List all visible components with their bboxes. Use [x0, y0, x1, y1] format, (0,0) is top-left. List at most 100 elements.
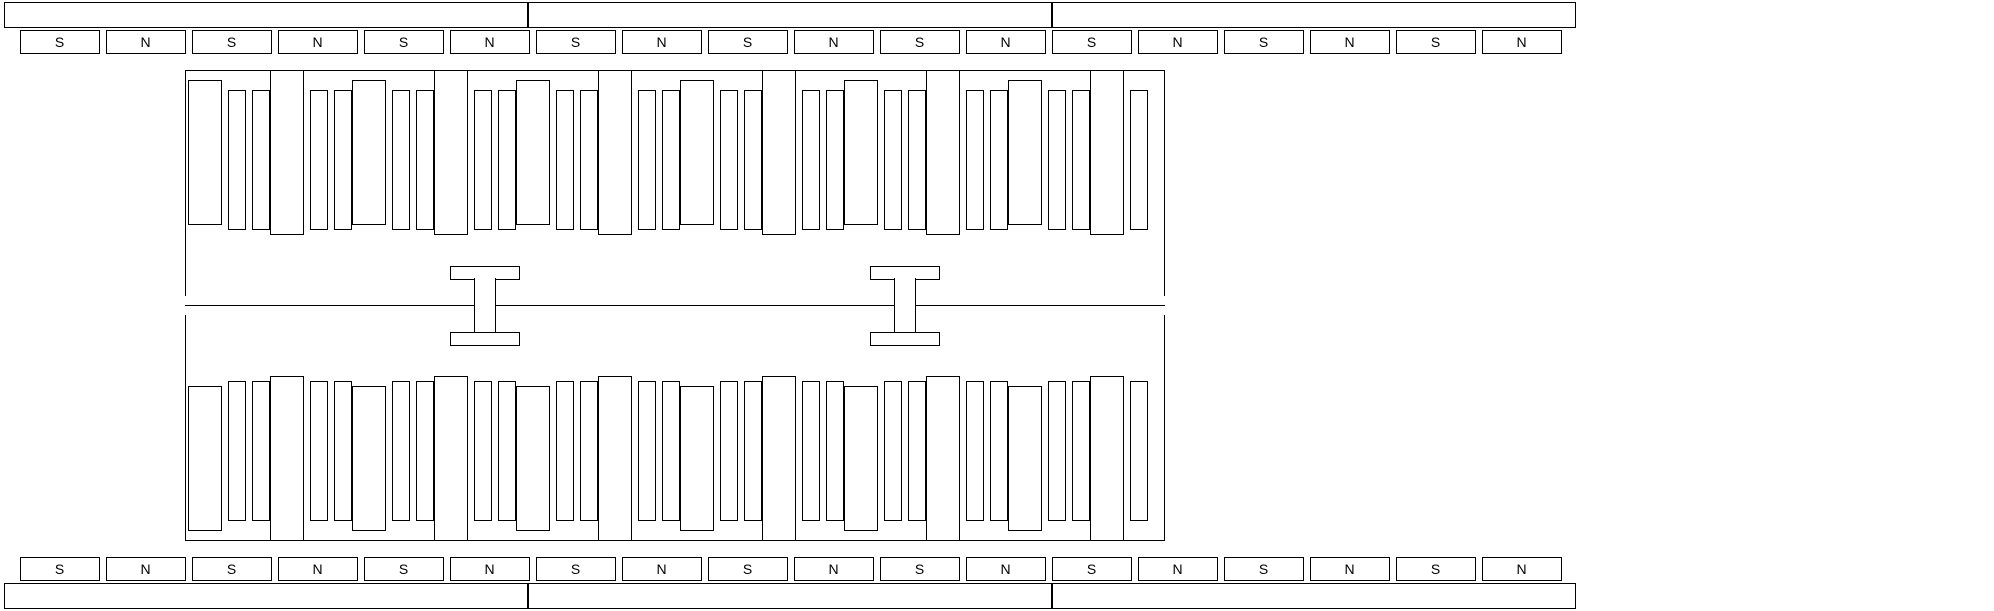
stator-tooth	[844, 80, 878, 225]
stator-slot	[474, 90, 492, 230]
stator-slot	[744, 90, 762, 230]
stator-tooth	[1008, 80, 1042, 225]
top-bar-seg-1	[4, 2, 528, 28]
magnet-cell: S	[192, 30, 272, 54]
stator-tooth	[1090, 70, 1124, 235]
magnet-label: N	[1344, 34, 1355, 50]
magnet-label: N	[1000, 34, 1011, 50]
stator-tooth	[926, 376, 960, 541]
magnet-cell: N	[278, 30, 358, 54]
magnet-cell: S	[708, 557, 788, 581]
bottom-magnet-row: S N S N S N S N S N S N S N S N S N	[20, 557, 1562, 581]
stator-tooth	[188, 386, 222, 531]
magnet-cell: N	[106, 30, 186, 54]
magnet-cell: S	[1052, 557, 1132, 581]
top-magnet-row: S N S N S N S N S N S N S N S N S N	[20, 30, 1562, 54]
stator-tooth	[598, 376, 632, 541]
stator-slot	[908, 381, 926, 521]
stator-tooth	[844, 386, 878, 531]
stator-slot	[662, 381, 680, 521]
magnet-cell: N	[1482, 30, 1562, 54]
magnet-label: N	[1172, 561, 1183, 577]
stator-slot	[1130, 90, 1148, 230]
magnet-label: N	[1000, 561, 1011, 577]
stator-slot	[638, 381, 656, 521]
magnet-cell: S	[364, 30, 444, 54]
magnet-cell: N	[450, 30, 530, 54]
stator-slot	[392, 90, 410, 230]
ibeam-connector	[870, 266, 940, 346]
magnet-label: S	[1087, 561, 1097, 577]
magnet-label: S	[399, 561, 409, 577]
magnet-cell: S	[20, 30, 100, 54]
magnet-label: S	[1431, 34, 1441, 50]
magnet-cell: N	[1138, 30, 1218, 54]
magnet-cell: N	[966, 557, 1046, 581]
magnet-cell: N	[622, 30, 702, 54]
top-bar-seg-3	[1052, 2, 1576, 28]
magnet-label: S	[1431, 561, 1441, 577]
ibeam-flange-bot	[450, 332, 520, 346]
magnet-cell: S	[1052, 30, 1132, 54]
stator-slot	[580, 90, 598, 230]
stator-tooth	[270, 70, 304, 235]
stator-slot	[826, 381, 844, 521]
magnet-label: S	[915, 561, 925, 577]
magnet-label: N	[484, 34, 495, 50]
stator-tooth	[352, 386, 386, 531]
stator-slot	[252, 90, 270, 230]
stator-slot	[416, 381, 434, 521]
magnet-cell: S	[1224, 30, 1304, 54]
magnet-label: N	[828, 561, 839, 577]
magnet-cell: N	[966, 30, 1046, 54]
stator-tooth	[680, 386, 714, 531]
stator-slot	[884, 90, 902, 230]
stator-slot	[334, 381, 352, 521]
stator-slot	[720, 381, 738, 521]
stator-slot	[1048, 90, 1066, 230]
magnet-label: N	[312, 34, 323, 50]
magnet-cell: S	[192, 557, 272, 581]
stator-tooth	[598, 70, 632, 235]
stator-slot	[392, 381, 410, 521]
stator-tooth	[516, 80, 550, 225]
magnet-cell: N	[1310, 557, 1390, 581]
stator-slot	[498, 381, 516, 521]
stator-slot	[990, 90, 1008, 230]
stator-tooth	[762, 70, 796, 235]
magnet-label: S	[1087, 34, 1097, 50]
magnet-cell: N	[794, 30, 874, 54]
magnet-cell: S	[1396, 557, 1476, 581]
stator-tooth	[1090, 376, 1124, 541]
magnet-label: S	[571, 561, 581, 577]
stator-slot	[580, 381, 598, 521]
stator-tooth	[1008, 386, 1042, 531]
magnet-cell: N	[1138, 557, 1218, 581]
magnet-cell: S	[1396, 30, 1476, 54]
magnet-label: S	[1259, 561, 1269, 577]
stator-tooth	[434, 70, 468, 235]
magnet-label: N	[656, 561, 667, 577]
stator-slot	[228, 381, 246, 521]
stator-slot	[252, 381, 270, 521]
stator-slot	[966, 381, 984, 521]
stator-slot	[990, 381, 1008, 521]
magnet-cell: N	[1482, 557, 1562, 581]
magnet-label: S	[55, 34, 65, 50]
magnet-label: S	[743, 561, 753, 577]
magnet-label: S	[399, 34, 409, 50]
ibeam-flange-bot	[870, 332, 940, 346]
magnet-cell: S	[880, 557, 960, 581]
stator-slot	[1072, 381, 1090, 521]
top-bar-seg-2	[528, 2, 1052, 28]
magnet-cell: S	[1224, 557, 1304, 581]
magnet-label: N	[140, 561, 151, 577]
magnet-label: S	[571, 34, 581, 50]
stator-slot	[1130, 381, 1148, 521]
magnet-cell: S	[880, 30, 960, 54]
magnet-cell: S	[536, 557, 616, 581]
bottom-bar-seg-1	[4, 583, 528, 609]
stator-slot	[310, 90, 328, 230]
magnet-cell: N	[106, 557, 186, 581]
stator-slot	[556, 90, 574, 230]
